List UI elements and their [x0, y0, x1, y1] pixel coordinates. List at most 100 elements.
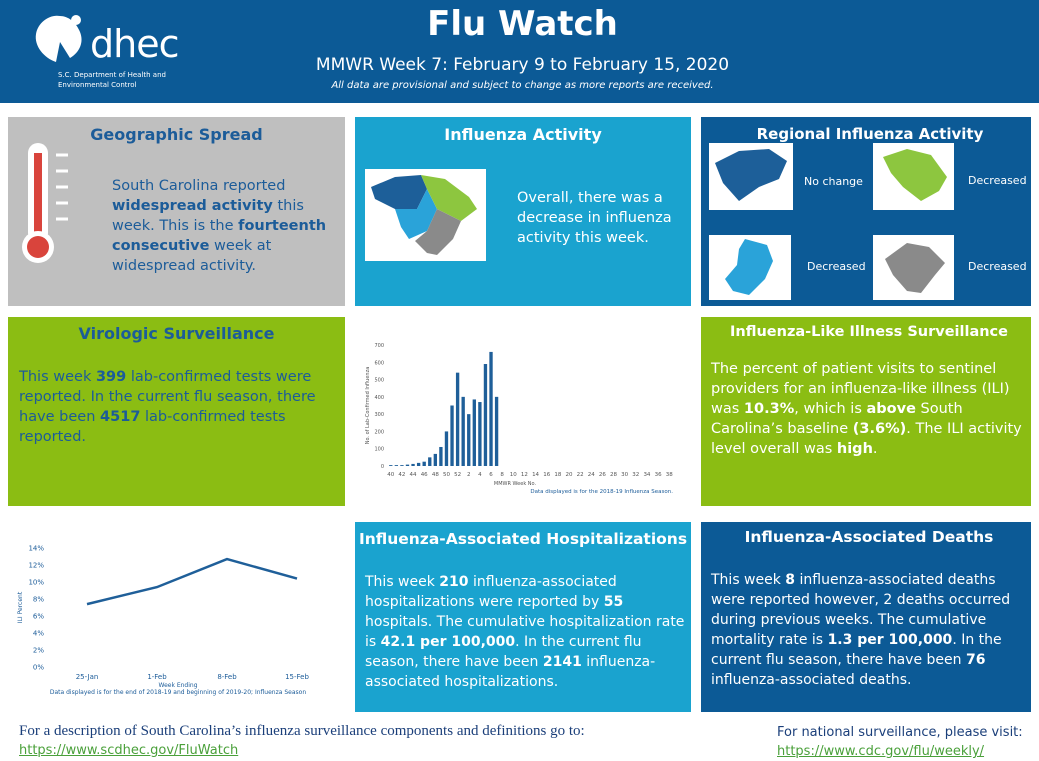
chart-note: Data displayed is for the end of 2018-19… — [50, 689, 306, 696]
y-tick-label: 700 — [374, 343, 384, 349]
header: dhec S.C. Department of Health and Enviro… — [0, 0, 1039, 103]
bar — [433, 453, 438, 466]
x-tick-label: 8-Feb — [217, 673, 237, 681]
panel-text: The percent of patient visits to sentine… — [711, 359, 1026, 459]
region-label: Decreased — [807, 260, 866, 273]
x-tick-label: 16 — [543, 472, 550, 478]
text-run: This week — [19, 369, 96, 385]
x-tick-label: 1-Feb — [147, 673, 167, 681]
bar — [483, 364, 488, 466]
x-tick-label: 42 — [398, 472, 405, 478]
ili-panel: Influenza-Like Illness Surveillance The … — [701, 317, 1031, 506]
subtitle: MMWR Week 7: February 9 to February 15, … — [315, 55, 730, 75]
logo-text: dhec — [90, 22, 179, 66]
y-axis-label: ILI Percent — [17, 591, 24, 623]
bar — [422, 461, 426, 466]
bar — [428, 457, 432, 466]
y-tick-label: 500 — [374, 378, 384, 384]
bar — [472, 399, 476, 466]
bar — [411, 463, 415, 466]
sc-map — [365, 169, 486, 261]
y-tick-label: 100 — [374, 447, 384, 453]
bar — [444, 431, 449, 466]
bar — [467, 414, 471, 466]
y-tick-label: 6% — [33, 613, 44, 621]
bar — [450, 405, 454, 466]
panel-title: Influenza-Associated Hospitalizations — [358, 530, 688, 548]
panel-text: Overall, there was a decrease in influen… — [517, 190, 672, 246]
text-run: . The ILI activity level overall was — [711, 421, 1022, 457]
text-run: This week — [711, 572, 786, 588]
x-tick-label: 20 — [565, 472, 572, 478]
chart: 0% 2% 4% 6% 8% 10% 12% 14% ILI Percent 25-Jan 1-Fe… — [17, 545, 309, 697]
bar — [394, 465, 399, 466]
panel-title: Virologic Surveillance — [78, 324, 275, 343]
text-run: fourteenth consecutive — [112, 218, 327, 254]
x-tick-label: 48 — [432, 472, 439, 478]
x-tick-label: 15-Feb — [285, 673, 309, 681]
panel-text: South Carolina reported widespread activ… — [112, 176, 327, 276]
bar — [478, 402, 482, 466]
text-run: influenza-associated deaths were reporte… — [711, 572, 1011, 648]
text-run: 399 — [95, 369, 127, 385]
text-run: 76 — [965, 652, 986, 668]
panel-title: Influenza-Like Illness Surveillance — [730, 324, 1008, 340]
footer-link[interactable]: https://www.cdc.gov/flu/weekly/ — [777, 744, 985, 759]
geographic-panel: Geographic Spread South Carolina reporte… — [8, 117, 345, 306]
y-tick-label: 14% — [28, 545, 44, 553]
x-tick-label: 14 — [532, 472, 539, 478]
x-tick-label: 44 — [410, 472, 417, 478]
region-map — [873, 235, 954, 300]
x-tick-label: 52 — [454, 472, 461, 478]
text-run: South Carolina reported — [112, 178, 286, 194]
x-tick-label: 12 — [521, 472, 528, 478]
text-run: South Carolina’s baseline — [711, 401, 963, 437]
x-tick-label: 26 — [599, 472, 606, 478]
x-axis-label: Week Ending — [158, 682, 197, 689]
y-tick-label: 200 — [374, 429, 384, 435]
logo-icon — [35, 15, 82, 63]
y-tick-label: 10% — [28, 579, 44, 587]
x-axis-label: MMWR Week No. — [494, 481, 537, 487]
y-tick-label: 600 — [374, 360, 384, 366]
x-tick-label: 6 — [489, 472, 493, 478]
text-run: 42.1 per 100,000 — [380, 634, 516, 650]
footer-right: For national surveillance, please visit:… — [777, 723, 1027, 761]
text-run: influenza-associated deaths. — [711, 672, 912, 688]
text-run: 4517 — [100, 409, 141, 425]
x-tick-label: 18 — [554, 472, 561, 478]
org-line: S.C. Department of Health and — [58, 71, 166, 79]
text-run: high — [836, 441, 873, 457]
panel-title: Influenza-Associated Deaths — [744, 528, 994, 546]
bar — [400, 465, 404, 466]
x-tick-label: 30 — [621, 472, 628, 478]
text-run: widespread activity — [112, 198, 273, 214]
text-run: , which is — [794, 401, 867, 417]
x-tick-label: 32 — [632, 472, 639, 478]
bar — [494, 396, 499, 466]
footer-link[interactable]: https://www.scdhec.gov/FluWatch — [19, 743, 239, 758]
region-label: No change — [804, 175, 863, 188]
y-tick-label: 12% — [28, 562, 44, 570]
footer-left: For a description of South Carolina’s in… — [19, 722, 599, 760]
x-tick-label: 38 — [666, 472, 673, 478]
text-run: . In the current flu season, there have … — [365, 634, 642, 670]
panel-title: Regional Influenza Activity — [756, 125, 984, 143]
y-tick-label: 400 — [374, 395, 384, 401]
bar — [455, 372, 460, 466]
x-tick-label: 46 — [421, 472, 428, 478]
x-tick-label: 36 — [655, 472, 662, 478]
text-run: this week. This is the — [112, 198, 304, 234]
text-run: The percent of patient visits to sentine… — [711, 361, 1010, 417]
footer-text: For a description of South Carolina’s in… — [19, 723, 585, 739]
x-tick-label: 22 — [577, 472, 584, 478]
bar — [389, 465, 393, 466]
panel-text: This week 210 influenza-associated hospi… — [365, 572, 687, 692]
x-tick-label: 4 — [478, 472, 482, 478]
text-run: 10.3% — [743, 401, 795, 417]
title: Flu Watch — [427, 4, 618, 44]
text-run: lab-confirmed tests reported. — [19, 409, 286, 445]
x-tick-label: 10 — [510, 472, 517, 478]
org-name: S.C. Department of Health and Environment… — [58, 70, 166, 90]
